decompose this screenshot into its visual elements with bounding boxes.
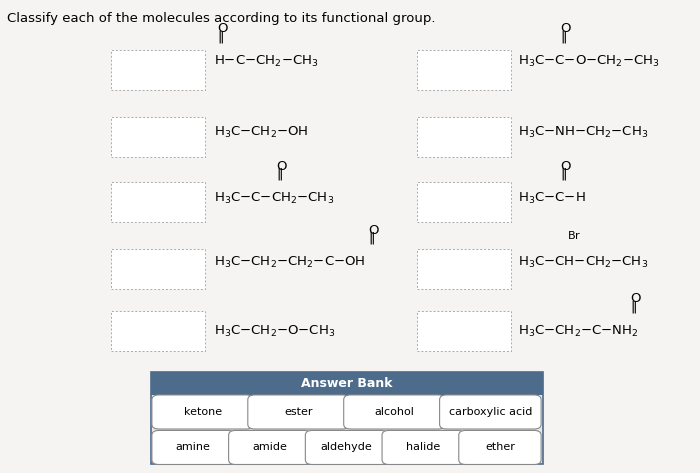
Text: $\mathrm{O}$: $\mathrm{O}$ (560, 160, 572, 173)
FancyBboxPatch shape (248, 395, 349, 429)
FancyBboxPatch shape (229, 430, 311, 464)
FancyBboxPatch shape (111, 249, 205, 289)
Text: $\mathrm{\|}$: $\mathrm{\|}$ (560, 29, 567, 45)
FancyBboxPatch shape (150, 372, 542, 395)
FancyBboxPatch shape (416, 50, 511, 90)
Text: Classify each of the molecules according to its functional group.: Classify each of the molecules according… (7, 12, 435, 25)
FancyBboxPatch shape (416, 182, 511, 222)
Text: $\mathrm{O}$: $\mathrm{O}$ (368, 224, 379, 236)
Text: $\mathrm{H_3C{-}C{-}CH_2{-}CH_3}$: $\mathrm{H_3C{-}C{-}CH_2{-}CH_3}$ (214, 191, 334, 206)
FancyBboxPatch shape (440, 395, 541, 429)
Text: $\mathrm{\|}$: $\mathrm{\|}$ (630, 298, 637, 315)
Text: $\mathrm{H_3C{-}CH_2{-}CH_2{-}C{-}OH}$: $\mathrm{H_3C{-}CH_2{-}CH_2{-}C{-}OH}$ (214, 255, 365, 270)
Text: alcohol: alcohol (374, 407, 414, 417)
Text: $\mathrm{O}$: $\mathrm{O}$ (217, 23, 229, 35)
Text: aldehyde: aldehyde (321, 442, 372, 453)
Text: $\mathrm{H_3C{-}C{-}O{-}CH_2{-}CH_3}$: $\mathrm{H_3C{-}C{-}O{-}CH_2{-}CH_3}$ (518, 54, 659, 69)
Text: $\mathrm{O}$: $\mathrm{O}$ (276, 160, 288, 173)
Text: $\mathrm{\|}$: $\mathrm{\|}$ (560, 166, 567, 182)
Text: $\mathrm{O}$: $\mathrm{O}$ (560, 23, 572, 35)
FancyBboxPatch shape (382, 430, 464, 464)
Text: $\mathrm{H_3C{-}C{-}H}$: $\mathrm{H_3C{-}C{-}H}$ (518, 191, 586, 206)
Text: carboxylic acid: carboxylic acid (449, 407, 532, 417)
Text: $\mathrm{H_3C{-}NH{-}CH_2{-}CH_3}$: $\mathrm{H_3C{-}NH{-}CH_2{-}CH_3}$ (518, 125, 648, 140)
Text: amide: amide (252, 442, 287, 453)
FancyBboxPatch shape (305, 430, 388, 464)
Text: $\mathrm{\|}$: $\mathrm{\|}$ (276, 166, 284, 182)
Text: $\mathrm{H_3C{-}CH_2{-}O{-}CH_3}$: $\mathrm{H_3C{-}CH_2{-}O{-}CH_3}$ (214, 324, 335, 339)
FancyBboxPatch shape (344, 395, 445, 429)
Text: $\mathrm{H{-}C{-}CH_2{-}CH_3}$: $\mathrm{H{-}C{-}CH_2{-}CH_3}$ (214, 54, 318, 69)
Text: amine: amine (176, 442, 211, 453)
FancyBboxPatch shape (111, 311, 205, 351)
FancyBboxPatch shape (416, 311, 511, 351)
Text: $\mathrm{O}$: $\mathrm{O}$ (630, 292, 642, 305)
FancyBboxPatch shape (152, 395, 253, 429)
FancyBboxPatch shape (150, 372, 542, 464)
Text: $\mathrm{H_3C{-}CH{-}CH_2{-}CH_3}$: $\mathrm{H_3C{-}CH{-}CH_2{-}CH_3}$ (518, 255, 648, 270)
Text: $\mathrm{H_3C{-}CH_2{-}OH}$: $\mathrm{H_3C{-}CH_2{-}OH}$ (214, 125, 308, 140)
FancyBboxPatch shape (111, 117, 205, 157)
Text: ketone: ketone (183, 407, 222, 417)
Text: $\mathrm{\|}$: $\mathrm{\|}$ (368, 230, 374, 246)
Text: ether: ether (485, 442, 515, 453)
FancyBboxPatch shape (416, 117, 511, 157)
Text: halide: halide (406, 442, 440, 453)
FancyBboxPatch shape (111, 182, 205, 222)
FancyBboxPatch shape (152, 430, 234, 464)
Text: $\mathrm{H_3C{-}CH_2{-}C{-}NH_2}$: $\mathrm{H_3C{-}CH_2{-}C{-}NH_2}$ (518, 324, 638, 339)
Text: Answer Bank: Answer Bank (301, 377, 392, 390)
Text: ester: ester (284, 407, 313, 417)
FancyBboxPatch shape (111, 50, 205, 90)
FancyBboxPatch shape (458, 430, 541, 464)
Text: $\mathrm{\|}$: $\mathrm{\|}$ (217, 29, 224, 45)
FancyBboxPatch shape (416, 249, 511, 289)
Text: $\mathrm{Br}$: $\mathrm{Br}$ (567, 229, 581, 241)
